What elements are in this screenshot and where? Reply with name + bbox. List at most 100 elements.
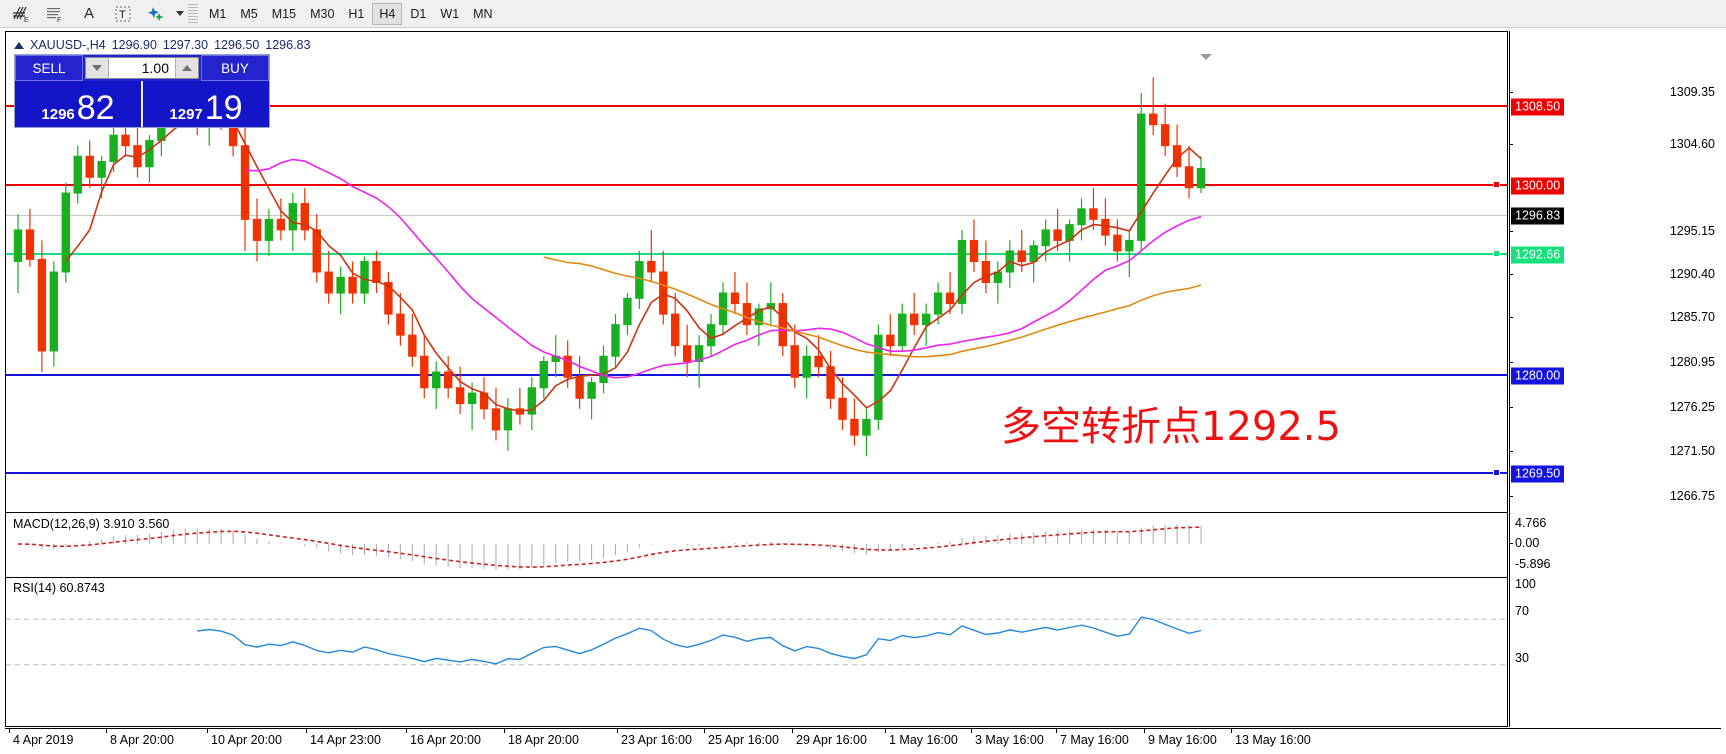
sell-button[interactable]: SELL [15, 55, 83, 81]
time-axis-label: 14 Apr 23:00 [310, 733, 381, 747]
chart-annotation-text[interactable]: 多空转折点1292.5 [1001, 404, 1341, 450]
quote-high: 1297.30 [162, 38, 209, 52]
trade-panel-prices: 1296 82 1297 19 [15, 81, 269, 127]
time-axis-label: 7 May 16:00 [1060, 733, 1129, 747]
timeframe-h1[interactable]: H1 [348, 6, 365, 21]
macd-axis-label-min: -5.896 [1515, 557, 1551, 571]
buy-button[interactable]: BUY [201, 55, 269, 81]
chevron-up-icon [182, 65, 192, 71]
timeframe-mn[interactable]: MN [473, 6, 493, 21]
macd-axis-label-max: 4.766 [1515, 516, 1547, 530]
timeframe-w1[interactable]: W1 [440, 6, 460, 21]
axis-label-1285-70: 1285.70 [1669, 310, 1715, 324]
one-click-trading-panel[interactable]: SELL 1.00 BUY 1296 82 1 [14, 54, 270, 128]
timeframe-m5[interactable]: M5 [240, 6, 258, 21]
axis-tick [1509, 274, 1513, 275]
axis-label-1304-60: 1304.60 [1669, 137, 1715, 151]
level-anchor-1300-00[interactable] [1493, 181, 1500, 188]
main-toolbar: E F A T M1 M5 M15 M30 H1 H4 D1 W1 MN [0, 0, 1726, 28]
text-box-icon[interactable]: T [106, 2, 140, 26]
level-anchor-1269-50[interactable] [1493, 469, 1500, 476]
level-anchor-1292-66[interactable] [1493, 250, 1500, 257]
axis-badge-1280-00[interactable]: 1280.00 [1511, 367, 1565, 385]
moving-average-line-0 [65, 105, 1202, 412]
axis-badge-1292-66[interactable]: 1292.66 [1511, 246, 1565, 264]
level-line-1269-50[interactable] [6, 472, 1507, 474]
macd-signal-line [17, 526, 1202, 568]
chevron-down-icon [92, 65, 102, 71]
objects-list-icon[interactable] [140, 2, 174, 26]
axis-tick [1509, 451, 1513, 452]
buy-price-decimal: 19 [204, 89, 243, 127]
axis-tick [1509, 317, 1513, 318]
chart-workspace: XAUUSD-,H4 1296.90 1297.30 1296.50 1296.… [0, 28, 1726, 754]
time-axis-tick [1231, 729, 1232, 733]
level-line-1280-00[interactable] [6, 374, 1507, 376]
volume-input[interactable]: 1.00 [109, 58, 175, 78]
time-axis-label: 29 Apr 16:00 [796, 733, 867, 747]
timeframe-h4[interactable]: H4 [372, 2, 403, 25]
time-axis-tick [617, 729, 618, 733]
time-axis-tick [704, 729, 705, 733]
moving-average-line-2 [543, 256, 1202, 358]
time-axis-label: 1 May 16:00 [889, 733, 958, 747]
grid-icon[interactable]: F [38, 2, 72, 26]
time-axis-tick [792, 729, 793, 733]
time-axis-tick [1144, 729, 1145, 733]
time-axis-label: 10 Apr 20:00 [211, 733, 282, 747]
moving-average-line-1 [244, 158, 1202, 379]
timeframe-m30[interactable]: M30 [310, 6, 335, 21]
price-chart-pane[interactable]: XAUUSD-,H4 1296.90 1297.30 1296.50 1296.… [5, 31, 1508, 727]
time-axis-tick [306, 729, 307, 733]
timeframe-m15[interactable]: M15 [271, 6, 297, 21]
pane-resize-nub[interactable] [1200, 54, 1212, 60]
axis-label-1266-75: 1266.75 [1669, 489, 1715, 503]
symbol-quote-header: XAUUSD-,H4 1296.90 1297.30 1296.50 1296.… [14, 38, 310, 52]
axis-label-1276-25: 1276.25 [1669, 400, 1715, 414]
volume-decrement-button[interactable] [86, 58, 109, 78]
triangle-up-icon [14, 41, 24, 49]
time-axis[interactable]: 4 Apr 2019 8 Apr 20:00 10 Apr 20:00 14 Apr … [5, 728, 1721, 753]
axis-badge-1308-50[interactable]: 1308.50 [1511, 98, 1565, 116]
macd-indicator-label: MACD(12,26,9) 3.910 3.560 [13, 517, 170, 531]
quote-close: 1296.83 [265, 38, 311, 52]
level-line-last-price [6, 215, 1507, 216]
crosshair-templates-icon[interactable]: E [4, 2, 38, 26]
time-axis-label: 16 Apr 20:00 [410, 733, 481, 747]
volume-increment-button[interactable] [175, 58, 198, 78]
quote-low: 1296.50 [214, 38, 260, 52]
timeframe-d1[interactable]: D1 [410, 6, 427, 21]
time-axis-label: 18 Apr 20:00 [508, 733, 579, 747]
time-axis-label: 9 May 16:00 [1148, 733, 1217, 747]
sell-price-integer: 1296 [41, 106, 75, 123]
time-axis-tick [106, 729, 107, 733]
level-line-1300-00[interactable] [6, 184, 1507, 186]
timeframe-m1[interactable]: M1 [209, 6, 227, 21]
axis-label-1290-40: 1290.40 [1669, 267, 1715, 281]
svg-text:T: T [119, 9, 126, 21]
time-axis-tick [504, 729, 505, 733]
axis-label-1309-35: 1309.35 [1669, 85, 1715, 99]
level-line-1292-66[interactable] [6, 253, 1507, 255]
buy-price-cell[interactable]: 1297 19 [141, 81, 269, 127]
price-axis[interactable]: 1309.35 1304.60 1295.15 1290.40 1285.70 … [1509, 31, 1721, 727]
time-axis-label: 4 Apr 2019 [13, 733, 74, 747]
axis-badge-current-price[interactable]: 1296.83 [1511, 207, 1565, 225]
objects-dropdown-caret-icon[interactable] [176, 11, 184, 16]
price-axis-line [1509, 31, 1510, 727]
text-label-icon[interactable]: A [83, 5, 94, 22]
axis-badge-1300-00[interactable]: 1300.00 [1511, 177, 1565, 195]
volume-stepper[interactable]: 1.00 [85, 57, 199, 79]
toolbar-drag-handle[interactable] [188, 3, 198, 24]
rsi-axis-label-70: 70 [1515, 604, 1529, 618]
level-line-1308-50[interactable] [6, 105, 1507, 107]
rsi-axis-label-30: 30 [1515, 651, 1529, 665]
axis-badge-1269-50[interactable]: 1269.50 [1511, 465, 1565, 483]
sell-price-cell[interactable]: 1296 82 [15, 81, 141, 127]
axis-label-1280-95: 1280.95 [1669, 355, 1715, 369]
macd-series [17, 524, 1202, 570]
axis-label-1271-50: 1271.50 [1669, 444, 1715, 458]
buy-price-integer: 1297 [169, 106, 203, 123]
axis-tick [1509, 362, 1513, 363]
rsi-pane-divider [6, 577, 1507, 578]
